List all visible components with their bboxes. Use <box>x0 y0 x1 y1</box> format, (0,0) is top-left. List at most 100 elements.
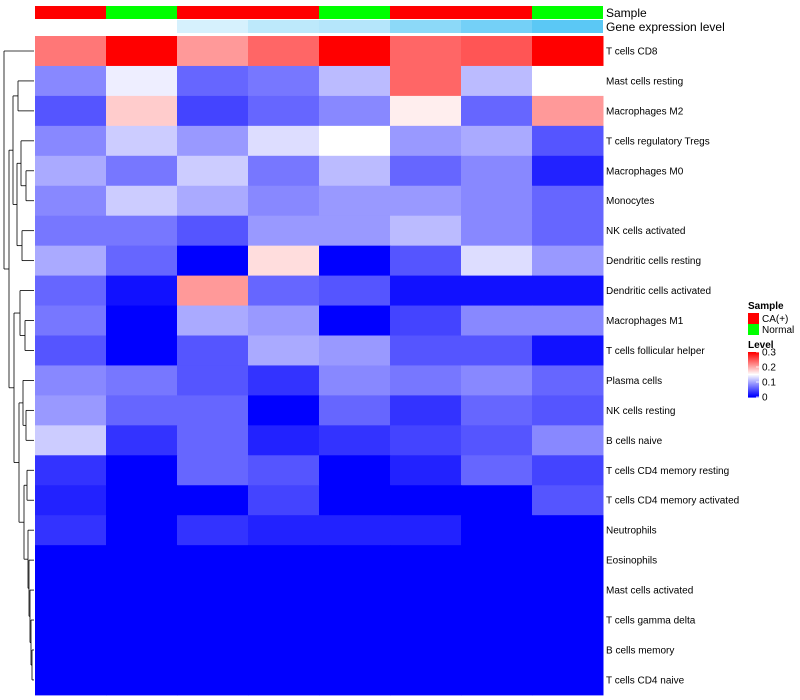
heatmap-cell <box>319 36 391 67</box>
heatmap-cell <box>248 575 320 606</box>
heatmap-cell <box>390 485 462 516</box>
heatmap-cell <box>177 305 249 336</box>
heatmap-cell <box>248 95 320 127</box>
heatmap-cell <box>319 515 391 546</box>
heatmap-cell <box>461 155 533 187</box>
sample-legend-title: Sample <box>748 301 784 312</box>
heatmap-cell <box>319 545 391 576</box>
heatmap-cell <box>532 155 604 187</box>
sample-annotation-label: Sample <box>606 6 647 20</box>
heatmap-cell <box>390 95 462 127</box>
heatmap-cell <box>248 215 320 247</box>
heatmap-cell <box>532 664 604 696</box>
heatmap-cell <box>177 155 249 187</box>
level-legend-gradient-step <box>748 373 759 375</box>
heatmap-cell <box>177 485 249 516</box>
heatmap-cell <box>35 395 107 426</box>
heatmap-cell <box>319 395 391 426</box>
heatmap-cell <box>461 425 533 456</box>
heatmap-cell <box>319 425 391 456</box>
heatmap-cell <box>106 125 178 157</box>
heatmap-cell <box>106 545 178 576</box>
level-legend-tick-label: 0.1 <box>762 378 776 389</box>
heatmap-cell <box>35 365 107 396</box>
heatmap-cell <box>461 664 533 696</box>
heatmap-cell <box>390 65 462 97</box>
heatmap-cell <box>106 335 178 366</box>
level-legend-gradient-step <box>748 376 759 378</box>
row-label: B cells naive <box>606 436 663 447</box>
level-legend-gradient-step <box>748 393 759 395</box>
heatmap-cells <box>35 36 604 696</box>
heatmap-cell <box>35 155 107 187</box>
level-legend-gradient-step <box>748 383 759 385</box>
heatmap-cell <box>106 485 178 516</box>
level-legend-gradient-step <box>748 382 759 384</box>
heatmap-cell <box>532 275 604 307</box>
sample-annotation-cell <box>177 6 248 19</box>
row-label: NK cells activated <box>606 226 685 237</box>
level-legend-gradient-step <box>748 358 759 360</box>
heatmap-cell <box>248 635 320 666</box>
sample-legend-label: CA(+) <box>762 314 788 325</box>
level-legend-title: Level <box>748 340 774 351</box>
level-legend-tick-label: 0.2 <box>762 363 776 374</box>
heatmap-cell <box>35 575 107 606</box>
heatmap-cell <box>248 515 320 546</box>
level-legend-gradient-step <box>748 370 759 372</box>
heatmap-cell <box>35 545 107 576</box>
level-legend-gradient-step <box>748 391 759 393</box>
heatmap-cell <box>390 305 462 336</box>
heatmap-cell <box>390 425 462 456</box>
heatmap-cell <box>106 664 178 696</box>
heatmap-cell <box>461 125 533 157</box>
heatmap-cell <box>106 365 178 396</box>
level-legend-gradient-step <box>748 388 759 390</box>
level-legend-gradient-step <box>748 392 759 394</box>
heatmap-cell <box>177 245 249 277</box>
heatmap-cell <box>461 395 533 426</box>
heatmap-cell <box>532 635 604 666</box>
heatmap-cell <box>532 605 604 636</box>
heatmap-cell <box>177 125 249 157</box>
level-legend-gradient-step <box>748 379 759 381</box>
heatmap-cell <box>248 185 320 217</box>
level-legend-gradient-step <box>748 395 759 397</box>
sample-annotation-cell <box>248 6 319 19</box>
heatmap-cell <box>390 455 462 486</box>
heatmap-cell <box>319 215 391 247</box>
heatmap-cell <box>461 335 533 366</box>
heatmap-cell <box>461 305 533 336</box>
heatmap-cell <box>35 245 107 277</box>
sample-annotation-cell <box>461 6 532 19</box>
heatmap-cell <box>532 485 604 516</box>
row-labels: T cells CD8 Mast cells resting Macrophages… <box>606 46 739 686</box>
heatmap-cell <box>35 635 107 666</box>
heatmap-cell <box>319 245 391 277</box>
heatmap-cell <box>35 215 107 247</box>
heatmap-cell <box>177 425 249 456</box>
level-legend-gradient-step <box>748 366 759 368</box>
heatmap-cell <box>106 245 178 277</box>
heatmap-cell <box>248 545 320 576</box>
heatmap-cell <box>106 455 178 486</box>
heatmap-cell <box>319 125 391 157</box>
heatmap-cell <box>248 65 320 97</box>
row-label: T cells follicular helper <box>606 346 705 357</box>
level-legend-gradient-step <box>748 385 759 387</box>
row-label: T cells regulatory Tregs <box>606 136 710 147</box>
level-legend-gradient-step <box>748 357 759 359</box>
heatmap-cell <box>532 125 604 157</box>
level-legend-gradient-step <box>748 381 759 383</box>
heatmap-cell <box>106 185 178 217</box>
heatmap-cell <box>390 395 462 426</box>
level-legend-gradient-step <box>748 367 759 369</box>
heatmap-cell <box>390 275 462 307</box>
heatmap-cell <box>177 455 249 486</box>
heatmap-cell <box>461 605 533 636</box>
gene-expression-annotation-cell <box>390 20 461 33</box>
level-legend-gradient-step <box>748 375 759 377</box>
heatmap-cell <box>319 275 391 307</box>
heatmap-cell <box>248 605 320 636</box>
heatmap-cell <box>390 335 462 366</box>
